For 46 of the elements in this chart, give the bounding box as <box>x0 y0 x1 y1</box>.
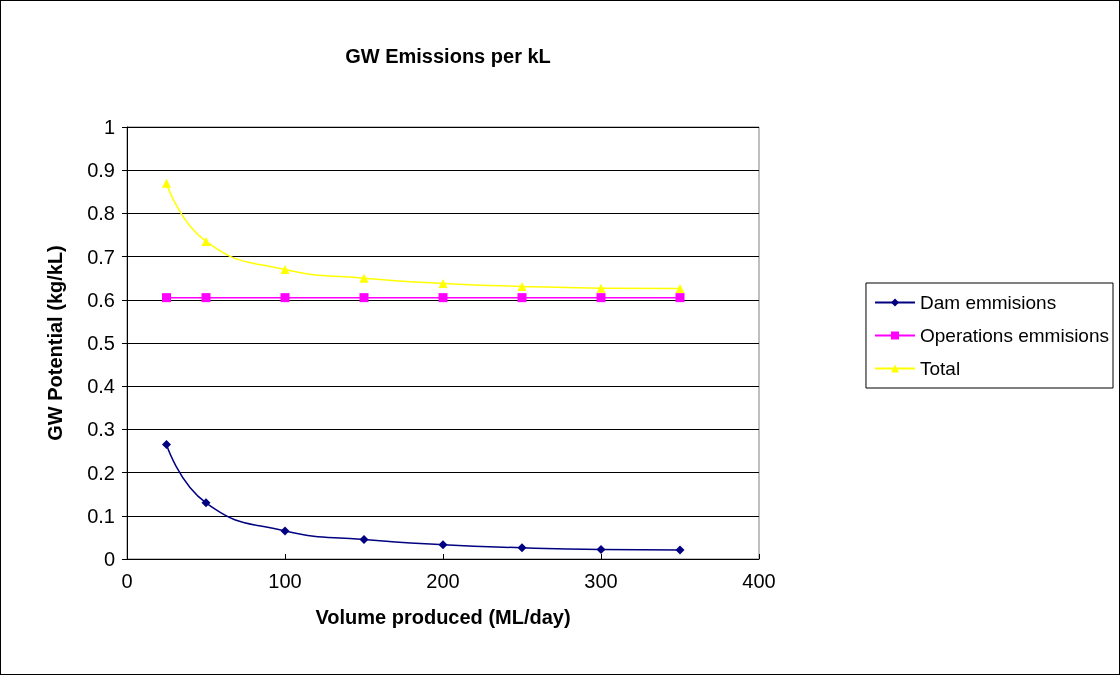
point <box>675 293 685 303</box>
point <box>201 293 211 303</box>
point <box>438 278 448 288</box>
point <box>162 293 171 303</box>
chart-title: GW Emissions per kL <box>345 45 551 67</box>
legend-label: Dam emmisions <box>919 292 1057 313</box>
point <box>201 236 211 246</box>
x-axis-title: Volume produced (ML/day) <box>315 606 571 628</box>
y-tick-label: 0.3 <box>87 418 115 441</box>
point <box>162 178 171 188</box>
x-tick-label: 300 <box>584 570 618 592</box>
y-tick-label: 0.9 <box>87 159 115 182</box>
point <box>280 526 290 536</box>
point <box>438 293 448 303</box>
point <box>162 440 171 450</box>
point <box>438 540 448 550</box>
y-axis-title: GW Potential (kg/kL) <box>44 245 66 441</box>
point <box>359 273 369 283</box>
x-tick-label: 200 <box>426 570 460 592</box>
point <box>675 284 685 294</box>
y-tick-label: 0.8 <box>87 202 115 225</box>
y-tick-label: 0.6 <box>87 288 115 311</box>
point <box>596 293 606 303</box>
point <box>359 535 369 545</box>
y-tick-label: 0.1 <box>87 504 115 527</box>
point <box>517 281 527 291</box>
point <box>596 545 606 554</box>
point <box>201 498 211 508</box>
point <box>280 265 290 275</box>
point <box>596 283 606 293</box>
y-tick-label: 0.2 <box>87 461 115 484</box>
x-tick-label: 100 <box>268 570 302 592</box>
x-tick-label: 400 <box>742 570 776 592</box>
y-tick-label: 0.5 <box>87 332 115 354</box>
legend-label: Operations emmisions <box>919 325 1110 346</box>
point <box>517 543 527 553</box>
y-tick-label: 0.4 <box>87 375 115 398</box>
x-tick-label: 0 <box>121 570 133 592</box>
point <box>280 293 290 303</box>
point <box>675 545 685 555</box>
legend-label: Total <box>919 358 961 379</box>
point <box>517 293 527 303</box>
y-tick-label: 1 <box>103 116 115 138</box>
y-tick-label: 0.7 <box>87 245 115 268</box>
y-tick-label: 0 <box>103 548 115 570</box>
point <box>359 293 369 303</box>
